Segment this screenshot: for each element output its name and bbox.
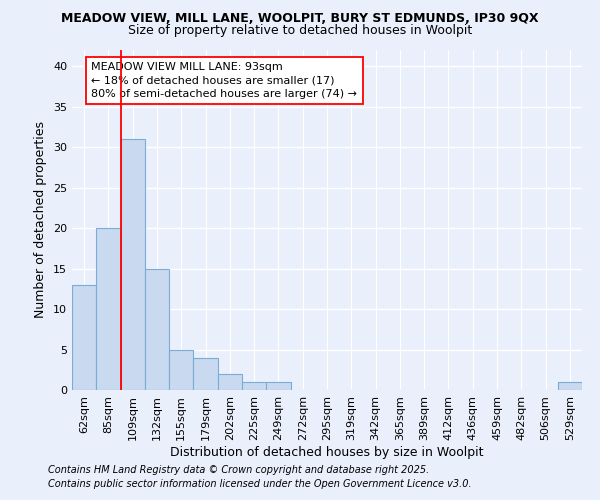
Bar: [96, 228, 121, 390]
Bar: [121, 139, 145, 390]
Bar: [242, 382, 266, 390]
Text: Size of property relative to detached houses in Woolpit: Size of property relative to detached ho…: [128, 24, 472, 37]
Bar: [193, 358, 218, 390]
Bar: [218, 374, 242, 390]
Text: Contains HM Land Registry data © Crown copyright and database right 2025.
Contai: Contains HM Land Registry data © Crown c…: [48, 465, 472, 489]
Bar: [266, 382, 290, 390]
Bar: [558, 382, 582, 390]
Bar: [72, 285, 96, 390]
X-axis label: Distribution of detached houses by size in Woolpit: Distribution of detached houses by size …: [170, 446, 484, 458]
Text: MEADOW VIEW, MILL LANE, WOOLPIT, BURY ST EDMUNDS, IP30 9QX: MEADOW VIEW, MILL LANE, WOOLPIT, BURY ST…: [61, 12, 539, 26]
Text: MEADOW VIEW MILL LANE: 93sqm
← 18% of detached houses are smaller (17)
80% of se: MEADOW VIEW MILL LANE: 93sqm ← 18% of de…: [91, 62, 358, 98]
Bar: [145, 268, 169, 390]
Y-axis label: Number of detached properties: Number of detached properties: [34, 122, 47, 318]
Bar: [169, 350, 193, 390]
